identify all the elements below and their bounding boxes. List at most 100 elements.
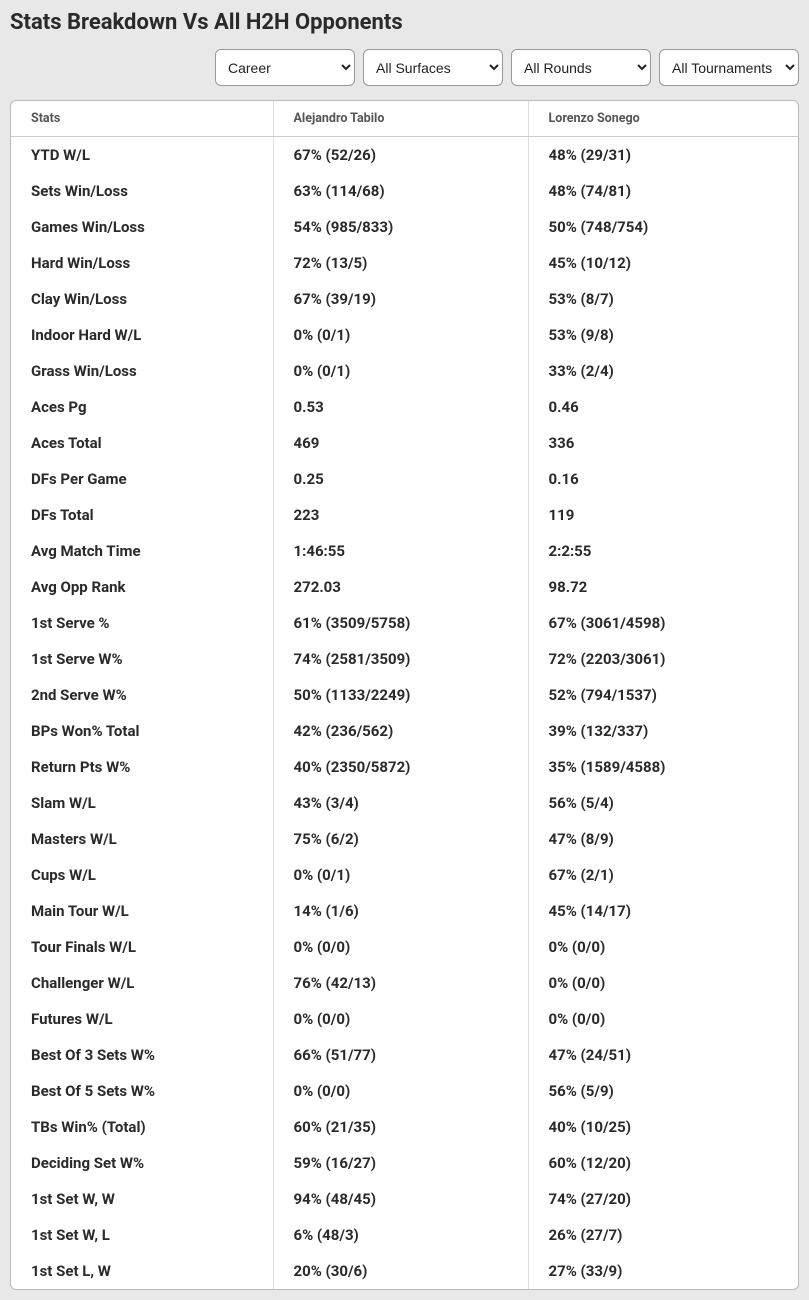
player1-value: 43% (3/4) (273, 785, 528, 821)
stat-label: 1st Serve % (11, 605, 273, 641)
stat-label: Hard Win/Loss (11, 245, 273, 281)
table-row: 1st Set W, W94% (48/45)74% (27/20) (11, 1181, 798, 1217)
player1-value: 0% (0/0) (273, 1001, 528, 1037)
period-select[interactable]: Career (215, 49, 355, 86)
player1-value: 272.03 (273, 569, 528, 605)
player1-value: 0% (0/1) (273, 857, 528, 893)
table-row: Slam W/L43% (3/4)56% (5/4) (11, 785, 798, 821)
player2-value: 39% (132/337) (528, 713, 798, 749)
table-row: Main Tour W/L14% (1/6)45% (14/17) (11, 893, 798, 929)
player1-value: 50% (1133/2249) (273, 677, 528, 713)
player2-value: 50% (748/754) (528, 209, 798, 245)
player2-value: 56% (5/9) (528, 1073, 798, 1109)
stat-label: Deciding Set W% (11, 1145, 273, 1181)
player1-value: 59% (16/27) (273, 1145, 528, 1181)
stat-label: Return Pts W% (11, 749, 273, 785)
table-row: Sets Win/Loss63% (114/68)48% (74/81) (11, 173, 798, 209)
round-select[interactable]: All Rounds (511, 49, 651, 86)
stat-label: Cups W/L (11, 857, 273, 893)
stat-label: 1st Set W, L (11, 1217, 273, 1253)
stat-label: BPs Won% Total (11, 713, 273, 749)
player2-value: 53% (8/7) (528, 281, 798, 317)
player2-value: 47% (8/9) (528, 821, 798, 857)
stats-table-wrap: Stats Alejandro Tabilo Lorenzo Sonego YT… (10, 100, 799, 1290)
table-row: Challenger W/L76% (42/13)0% (0/0) (11, 965, 798, 1001)
stat-label: Sets Win/Loss (11, 173, 273, 209)
player1-value: 0% (0/1) (273, 353, 528, 389)
player2-value: 47% (24/51) (528, 1037, 798, 1073)
table-row: Hard Win/Loss72% (13/5)45% (10/12) (11, 245, 798, 281)
table-row: Clay Win/Loss67% (39/19)53% (8/7) (11, 281, 798, 317)
player1-value: 74% (2581/3509) (273, 641, 528, 677)
table-row: Indoor Hard W/L0% (0/1)53% (9/8) (11, 317, 798, 353)
table-row: DFs Per Game0.250.16 (11, 461, 798, 497)
stat-label: 1st Serve W% (11, 641, 273, 677)
table-row: Games Win/Loss54% (985/833)50% (748/754) (11, 209, 798, 245)
player1-value: 0% (0/0) (273, 1073, 528, 1109)
table-row: BPs Won% Total42% (236/562)39% (132/337) (11, 713, 798, 749)
stat-label: 1st Set W, W (11, 1181, 273, 1217)
stat-label: Best Of 5 Sets W% (11, 1073, 273, 1109)
table-row: Cups W/L0% (0/1)67% (2/1) (11, 857, 798, 893)
player1-value: 42% (236/562) (273, 713, 528, 749)
player2-value: 98.72 (528, 569, 798, 605)
player1-value: 0% (0/0) (273, 929, 528, 965)
table-row: Aces Pg0.530.46 (11, 389, 798, 425)
stat-label: Tour Finals W/L (11, 929, 273, 965)
player2-value: 56% (5/4) (528, 785, 798, 821)
stat-label: Aces Total (11, 425, 273, 461)
table-row: 1st Serve W%74% (2581/3509)72% (2203/306… (11, 641, 798, 677)
player1-value: 6% (48/3) (273, 1217, 528, 1253)
stat-label: Games Win/Loss (11, 209, 273, 245)
table-row: Best Of 3 Sets W%66% (51/77)47% (24/51) (11, 1037, 798, 1073)
player1-value: 60% (21/35) (273, 1109, 528, 1145)
header-player2: Lorenzo Sonego (528, 101, 798, 137)
player1-value: 0% (0/1) (273, 317, 528, 353)
table-row: Grass Win/Loss0% (0/1)33% (2/4) (11, 353, 798, 389)
stat-label: Aces Pg (11, 389, 273, 425)
player2-value: 0.16 (528, 461, 798, 497)
table-row: 1st Serve %61% (3509/5758)67% (3061/4598… (11, 605, 798, 641)
player2-value: 26% (27/7) (528, 1217, 798, 1253)
tournament-select[interactable]: All Tournaments (659, 49, 799, 86)
stat-label: Avg Opp Rank (11, 569, 273, 605)
player2-value: 45% (14/17) (528, 893, 798, 929)
stat-label: Futures W/L (11, 1001, 273, 1037)
stat-label: YTD W/L (11, 137, 273, 174)
table-row: 2nd Serve W%50% (1133/2249)52% (794/1537… (11, 677, 798, 713)
player2-value: 48% (29/31) (528, 137, 798, 174)
table-row: Futures W/L0% (0/0)0% (0/0) (11, 1001, 798, 1037)
table-row: Tour Finals W/L0% (0/0)0% (0/0) (11, 929, 798, 965)
surface-select[interactable]: All Surfaces (363, 49, 503, 86)
table-row: Deciding Set W%59% (16/27)60% (12/20) (11, 1145, 798, 1181)
table-row: Aces Total469336 (11, 425, 798, 461)
stats-tbody: YTD W/L67% (52/26)48% (29/31)Sets Win/Lo… (11, 137, 798, 1290)
stat-label: 2nd Serve W% (11, 677, 273, 713)
player2-value: 2:2:55 (528, 533, 798, 569)
table-row: 1st Set W, L6% (48/3)26% (27/7) (11, 1217, 798, 1253)
player1-value: 67% (52/26) (273, 137, 528, 174)
stat-label: Slam W/L (11, 785, 273, 821)
table-row: Best Of 5 Sets W%0% (0/0)56% (5/9) (11, 1073, 798, 1109)
player2-value: 52% (794/1537) (528, 677, 798, 713)
player1-value: 94% (48/45) (273, 1181, 528, 1217)
stat-label: Challenger W/L (11, 965, 273, 1001)
stats-table: Stats Alejandro Tabilo Lorenzo Sonego YT… (11, 101, 798, 1289)
player2-value: 336 (528, 425, 798, 461)
table-row: 1st Set L, W20% (30/6)27% (33/9) (11, 1253, 798, 1289)
player1-value: 75% (6/2) (273, 821, 528, 857)
player2-value: 40% (10/25) (528, 1109, 798, 1145)
player2-value: 0% (0/0) (528, 965, 798, 1001)
player1-value: 67% (39/19) (273, 281, 528, 317)
player1-value: 72% (13/5) (273, 245, 528, 281)
header-stats: Stats (11, 101, 273, 137)
player2-value: 74% (27/20) (528, 1181, 798, 1217)
player1-value: 223 (273, 497, 528, 533)
player2-value: 53% (9/8) (528, 317, 798, 353)
table-row: TBs Win% (Total)60% (21/35)40% (10/25) (11, 1109, 798, 1145)
player1-value: 63% (114/68) (273, 173, 528, 209)
table-row: Avg Match Time1:46:552:2:55 (11, 533, 798, 569)
player1-value: 20% (30/6) (273, 1253, 528, 1289)
player1-value: 0.53 (273, 389, 528, 425)
player2-value: 27% (33/9) (528, 1253, 798, 1289)
